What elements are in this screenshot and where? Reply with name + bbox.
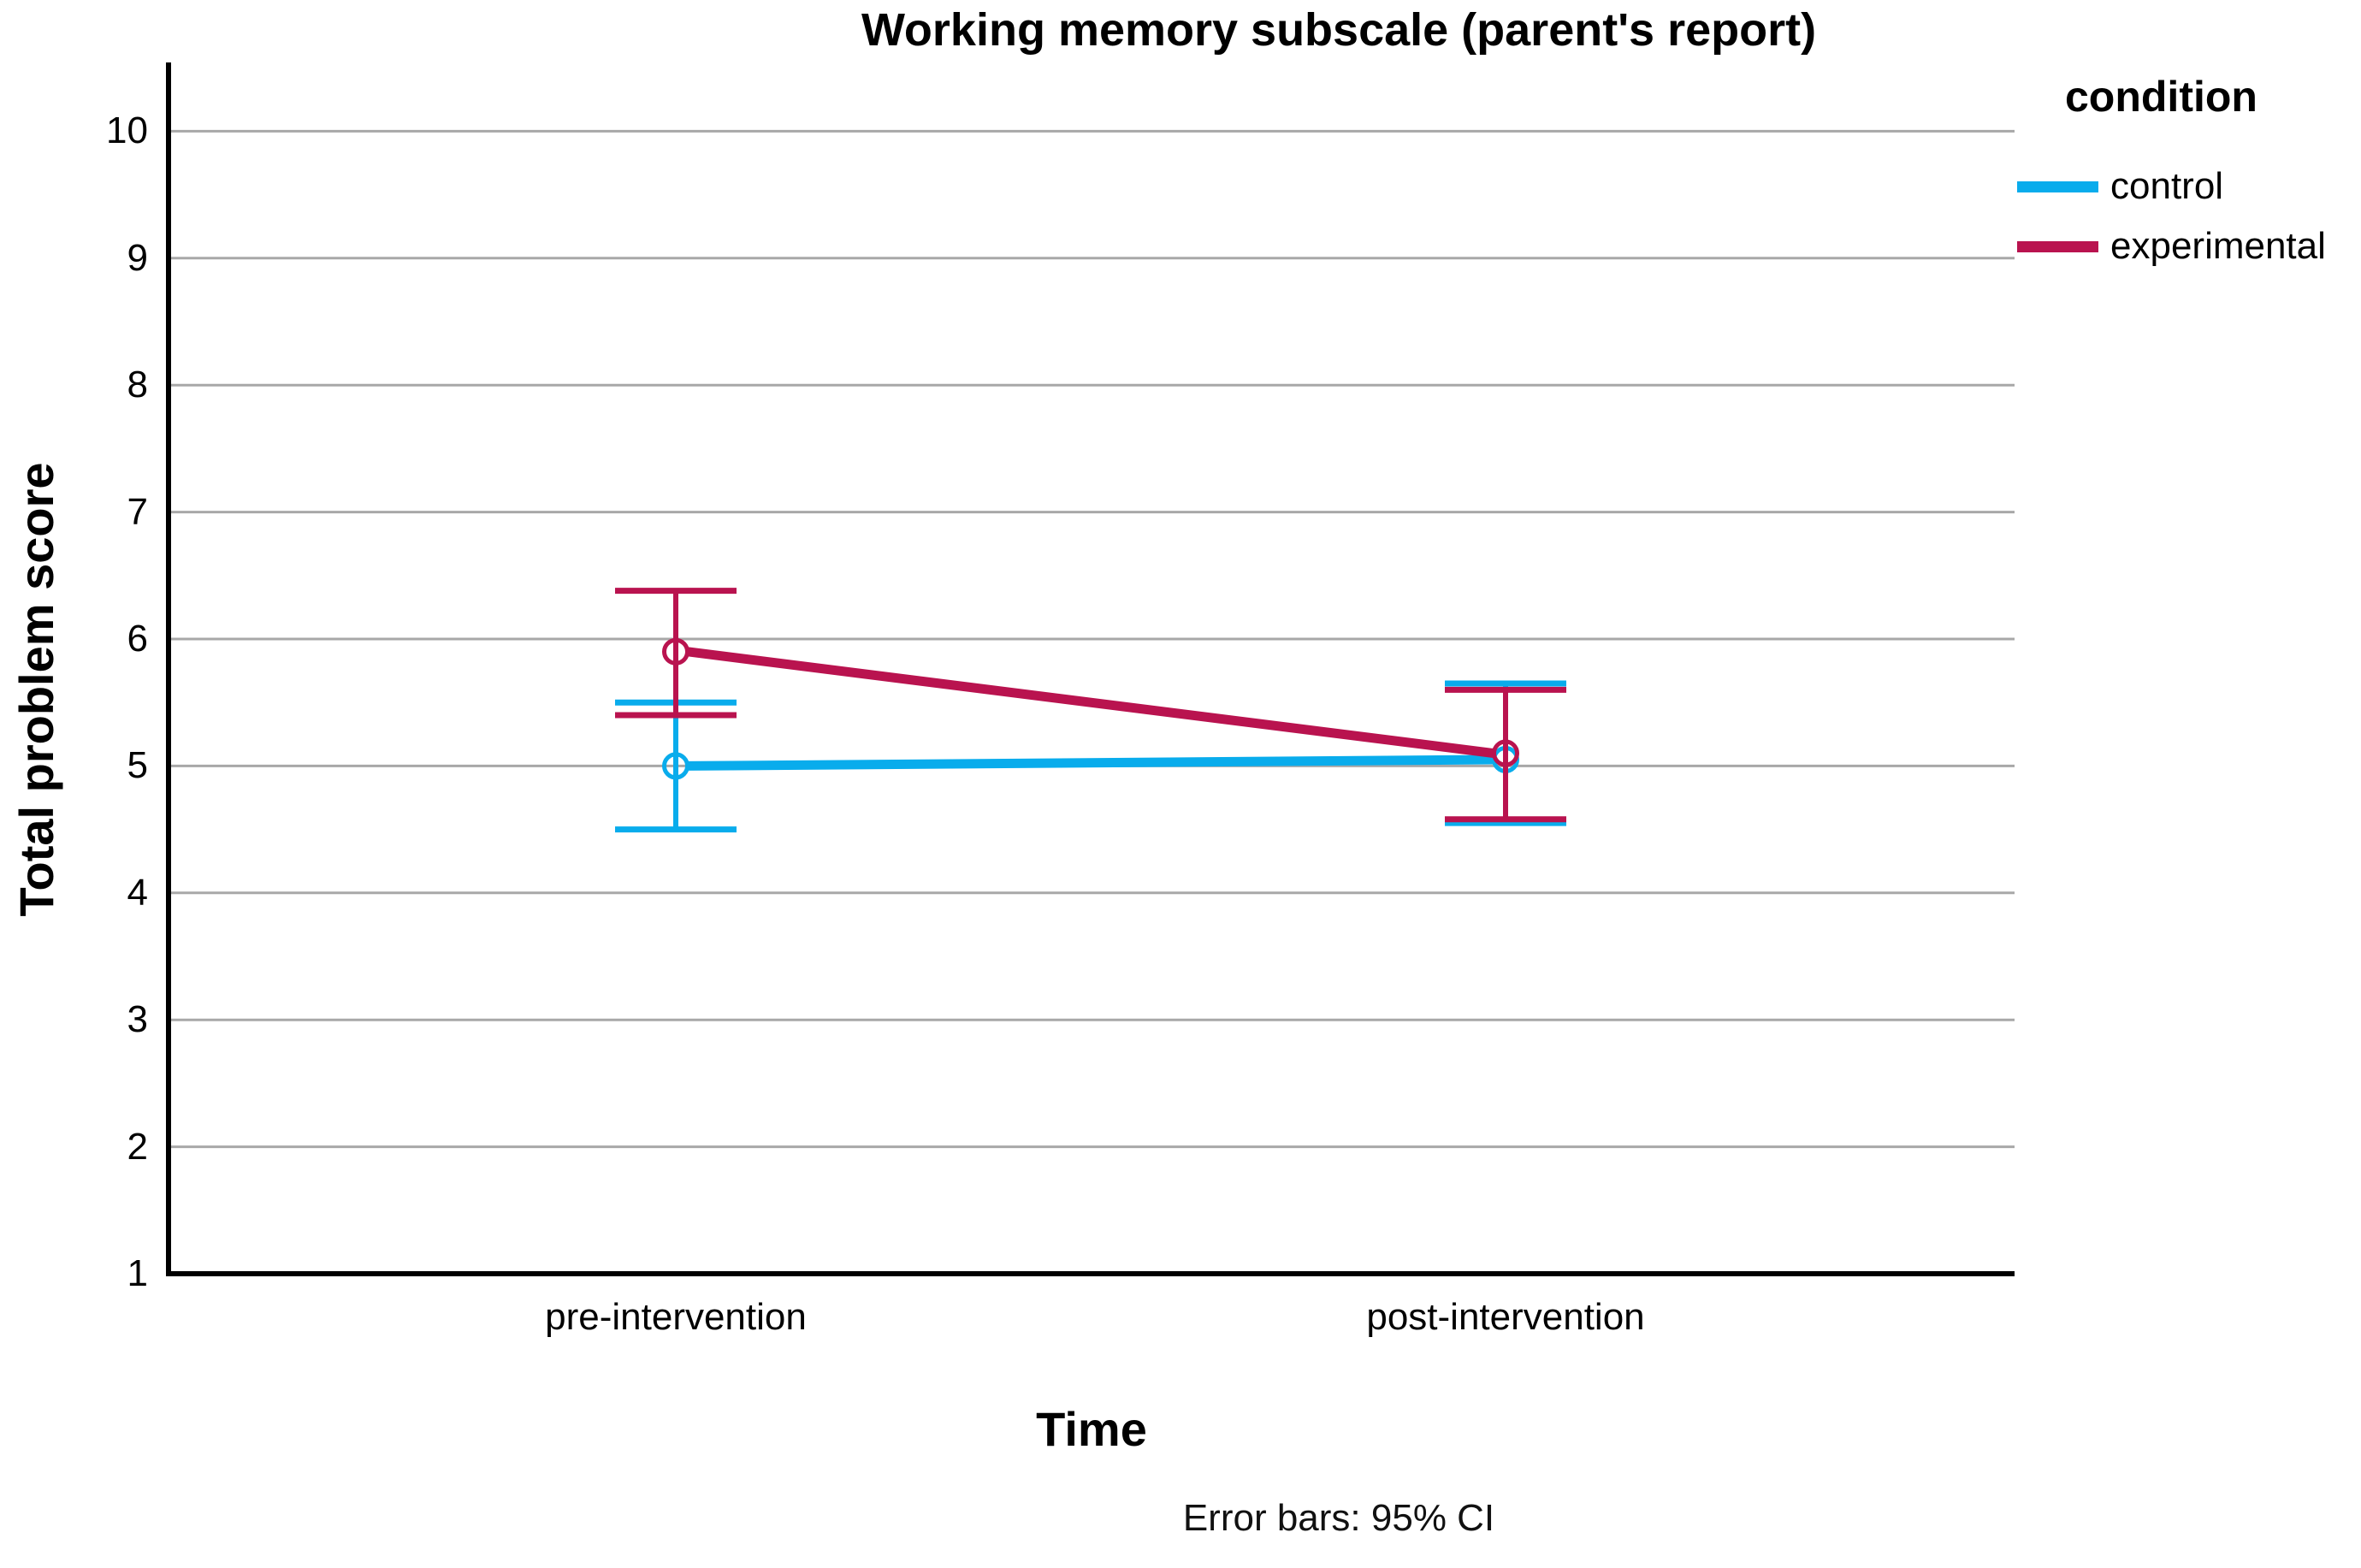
series-line-experimental xyxy=(687,647,1494,759)
legend-label-control: control xyxy=(2110,165,2224,207)
legend-swatch-experimental xyxy=(2017,240,2098,252)
marker-experimental-0 xyxy=(662,637,689,666)
x-tick-label-pre-intervention: pre-intervention xyxy=(545,1296,807,1338)
y-tick-label-7: 7 xyxy=(127,490,148,533)
legend-items: control experimental xyxy=(2017,166,2361,267)
legend-label-experimental: experimental xyxy=(2110,225,2326,267)
y-tick-label-1: 1 xyxy=(127,1252,148,1294)
x-axis-title: Time xyxy=(1036,1402,1147,1456)
y-tick-label-2: 2 xyxy=(127,1125,148,1168)
legend-item-experimental: experimental xyxy=(2017,226,2361,267)
series-line-control xyxy=(687,754,1494,771)
legend-title: condition xyxy=(2065,73,2257,121)
error-bars-footnote: Error bars: 95% CI xyxy=(1182,1497,1495,1539)
legend-swatch-control xyxy=(2017,180,2098,192)
x-tick-label-post-intervention: post-intervention xyxy=(1366,1296,1645,1338)
y-tick-label-10: 10 xyxy=(106,109,148,152)
y-tick-label-3: 3 xyxy=(127,998,148,1041)
legend-item-control: control xyxy=(2017,166,2361,207)
y-tick-label-9: 9 xyxy=(127,236,148,279)
marker-control-0 xyxy=(662,752,689,780)
y-tick-label-6: 6 xyxy=(127,618,148,660)
legend: condition control experimental xyxy=(2017,72,2361,267)
y-tick-label-8: 8 xyxy=(127,364,148,406)
y-tick-label-5: 5 xyxy=(127,744,148,787)
chart-title: Working memory subscale (parent's report… xyxy=(861,4,1817,56)
y-tick-label-4: 4 xyxy=(127,871,148,914)
marker-experimental-1 xyxy=(1492,739,1519,767)
